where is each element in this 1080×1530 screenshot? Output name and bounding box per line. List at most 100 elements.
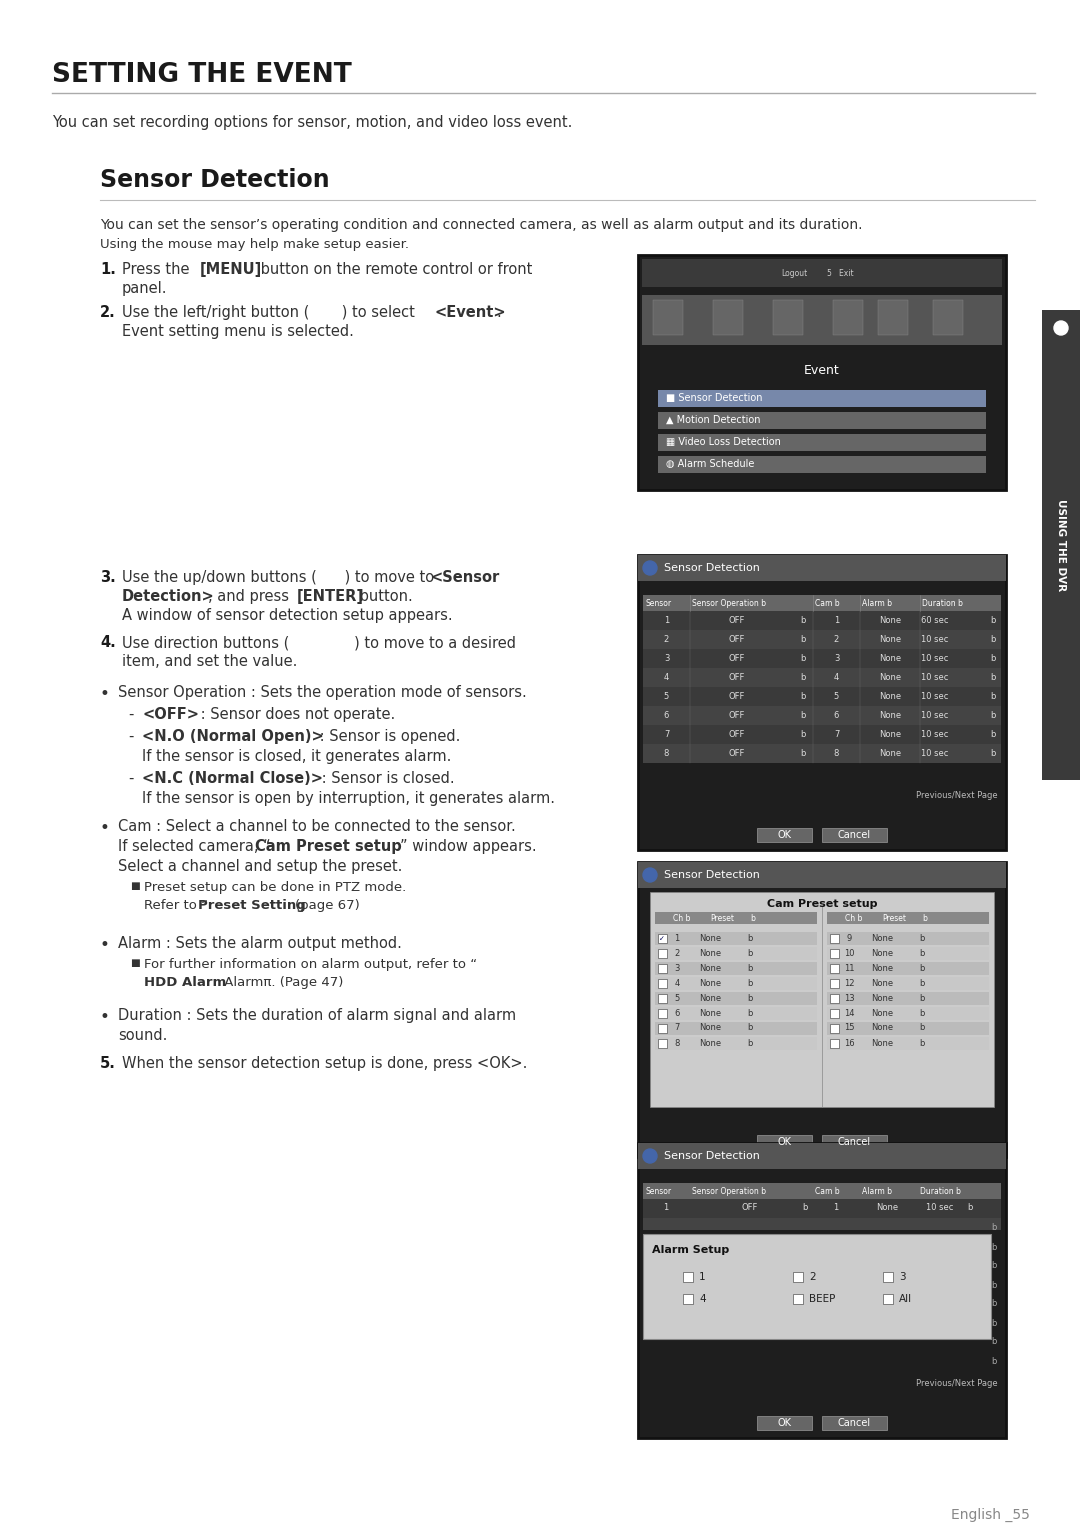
Text: b: b	[990, 673, 996, 681]
Text: None: None	[879, 653, 901, 662]
Text: <N.C (Normal Close)>: <N.C (Normal Close)>	[141, 771, 323, 786]
Text: Alarm : Sets the alarm output method.: Alarm : Sets the alarm output method.	[118, 936, 402, 952]
Text: OFF: OFF	[728, 692, 745, 701]
Text: ” window appears.: ” window appears.	[400, 838, 537, 854]
Bar	[654, 991, 816, 1005]
Bar	[793, 1271, 804, 1282]
Text: 8: 8	[664, 748, 670, 757]
Text: USING THE DVR: USING THE DVR	[1056, 499, 1066, 591]
Text: b: b	[968, 1204, 973, 1212]
Text: b: b	[990, 635, 996, 644]
Text: 3: 3	[674, 964, 679, 973]
Text: None: None	[876, 1204, 899, 1212]
Text: None: None	[870, 1024, 893, 1033]
Text: You can set recording options for sensor, motion, and video loss event.: You can set recording options for sensor…	[52, 115, 572, 130]
Text: , and press: , and press	[208, 589, 294, 604]
Text: BEEP: BEEP	[809, 1294, 835, 1304]
Bar	[643, 1183, 1001, 1200]
Text: Event: Event	[805, 364, 840, 376]
Text: Previous/Next Page: Previous/Next Page	[916, 791, 998, 800]
Bar	[654, 978, 816, 990]
Bar	[638, 1143, 1005, 1169]
Text: 5   Exit: 5 Exit	[827, 268, 853, 277]
Text: Ch b: Ch b	[673, 913, 690, 923]
Bar	[643, 610, 1001, 630]
Text: button on the remote control or front: button on the remote control or front	[256, 262, 532, 277]
Text: None: None	[879, 692, 901, 701]
Text: None: None	[870, 1039, 893, 1048]
Bar	[831, 1024, 839, 1033]
Bar	[658, 435, 986, 451]
Text: None: None	[879, 615, 901, 624]
Bar	[658, 1039, 667, 1048]
Bar	[831, 979, 839, 988]
Text: 10 sec: 10 sec	[921, 730, 948, 739]
Bar	[654, 947, 816, 959]
Text: OFF: OFF	[728, 730, 745, 739]
Bar	[933, 300, 963, 335]
Bar	[827, 912, 989, 924]
Text: You can set the sensor’s operating condition and connected camera, as well as al: You can set the sensor’s operating condi…	[100, 217, 863, 233]
Text: b: b	[990, 615, 996, 624]
Text: b: b	[991, 1319, 997, 1328]
Bar	[653, 300, 683, 335]
Text: b: b	[800, 710, 806, 719]
Text: b: b	[990, 748, 996, 757]
Bar	[638, 861, 1005, 887]
Bar	[658, 1008, 667, 1017]
Text: OK: OK	[778, 829, 792, 840]
Text: b: b	[747, 979, 753, 987]
Text: 15: 15	[843, 1024, 854, 1033]
Bar	[883, 1294, 893, 1304]
Bar	[654, 1022, 816, 1034]
Bar	[831, 1039, 839, 1048]
Text: b: b	[800, 635, 806, 644]
Text: 11: 11	[843, 964, 854, 973]
Text: 4: 4	[664, 673, 670, 681]
Text: Detection>: Detection>	[122, 589, 215, 604]
Text: Sensor Operation b: Sensor Operation b	[692, 598, 766, 607]
Text: b: b	[919, 1008, 924, 1017]
Text: ■: ■	[130, 881, 139, 890]
Text: Use the up/down buttons (      ) to move to: Use the up/down buttons ( ) to move to	[122, 571, 438, 584]
Text: 6: 6	[664, 710, 670, 719]
Bar	[658, 1024, 667, 1033]
Bar	[827, 1037, 989, 1050]
Bar	[831, 949, 839, 958]
Text: Sensor Detection: Sensor Detection	[100, 168, 329, 191]
Text: •: •	[100, 819, 110, 837]
Text: 7: 7	[674, 1024, 679, 1033]
Text: b: b	[800, 692, 806, 701]
Text: b: b	[991, 1262, 997, 1270]
Text: 9: 9	[847, 933, 852, 942]
Text: b: b	[800, 730, 806, 739]
Text: 16: 16	[843, 1039, 854, 1048]
Text: 2: 2	[664, 635, 670, 644]
Bar	[827, 947, 989, 959]
Text: b: b	[991, 1337, 997, 1346]
Text: 3: 3	[899, 1271, 906, 1282]
Text: 4: 4	[699, 1294, 705, 1304]
Bar	[757, 1415, 812, 1431]
Text: 5.: 5.	[100, 1056, 116, 1071]
Text: <Sensor: <Sensor	[430, 571, 499, 584]
Text: OFF: OFF	[728, 673, 745, 681]
Text: None: None	[879, 730, 901, 739]
Bar	[793, 1294, 804, 1304]
Text: ▲ Motion Detection: ▲ Motion Detection	[666, 415, 760, 425]
Text: b: b	[747, 1024, 753, 1033]
Text: Cam Preset setup: Cam Preset setup	[255, 838, 402, 854]
Text: b: b	[919, 1039, 924, 1048]
Text: OFF: OFF	[728, 635, 745, 644]
Text: Use the left/right button (       ) to select: Use the left/right button ( ) to select	[122, 304, 419, 320]
Bar	[883, 1271, 893, 1282]
Text: <N.O (Normal Open)>: <N.O (Normal Open)>	[141, 728, 324, 744]
Text: None: None	[870, 933, 893, 942]
Text: Duration b: Duration b	[922, 598, 963, 607]
Text: Cam b: Cam b	[815, 1186, 839, 1195]
Text: 1: 1	[699, 1271, 705, 1282]
Text: 10 sec: 10 sec	[921, 748, 948, 757]
Text: 10 sec: 10 sec	[921, 673, 948, 681]
Text: panel.: panel.	[122, 282, 167, 295]
Text: Use direction buttons (              ) to move to a desired: Use direction buttons ( ) to move to a d…	[122, 635, 516, 650]
